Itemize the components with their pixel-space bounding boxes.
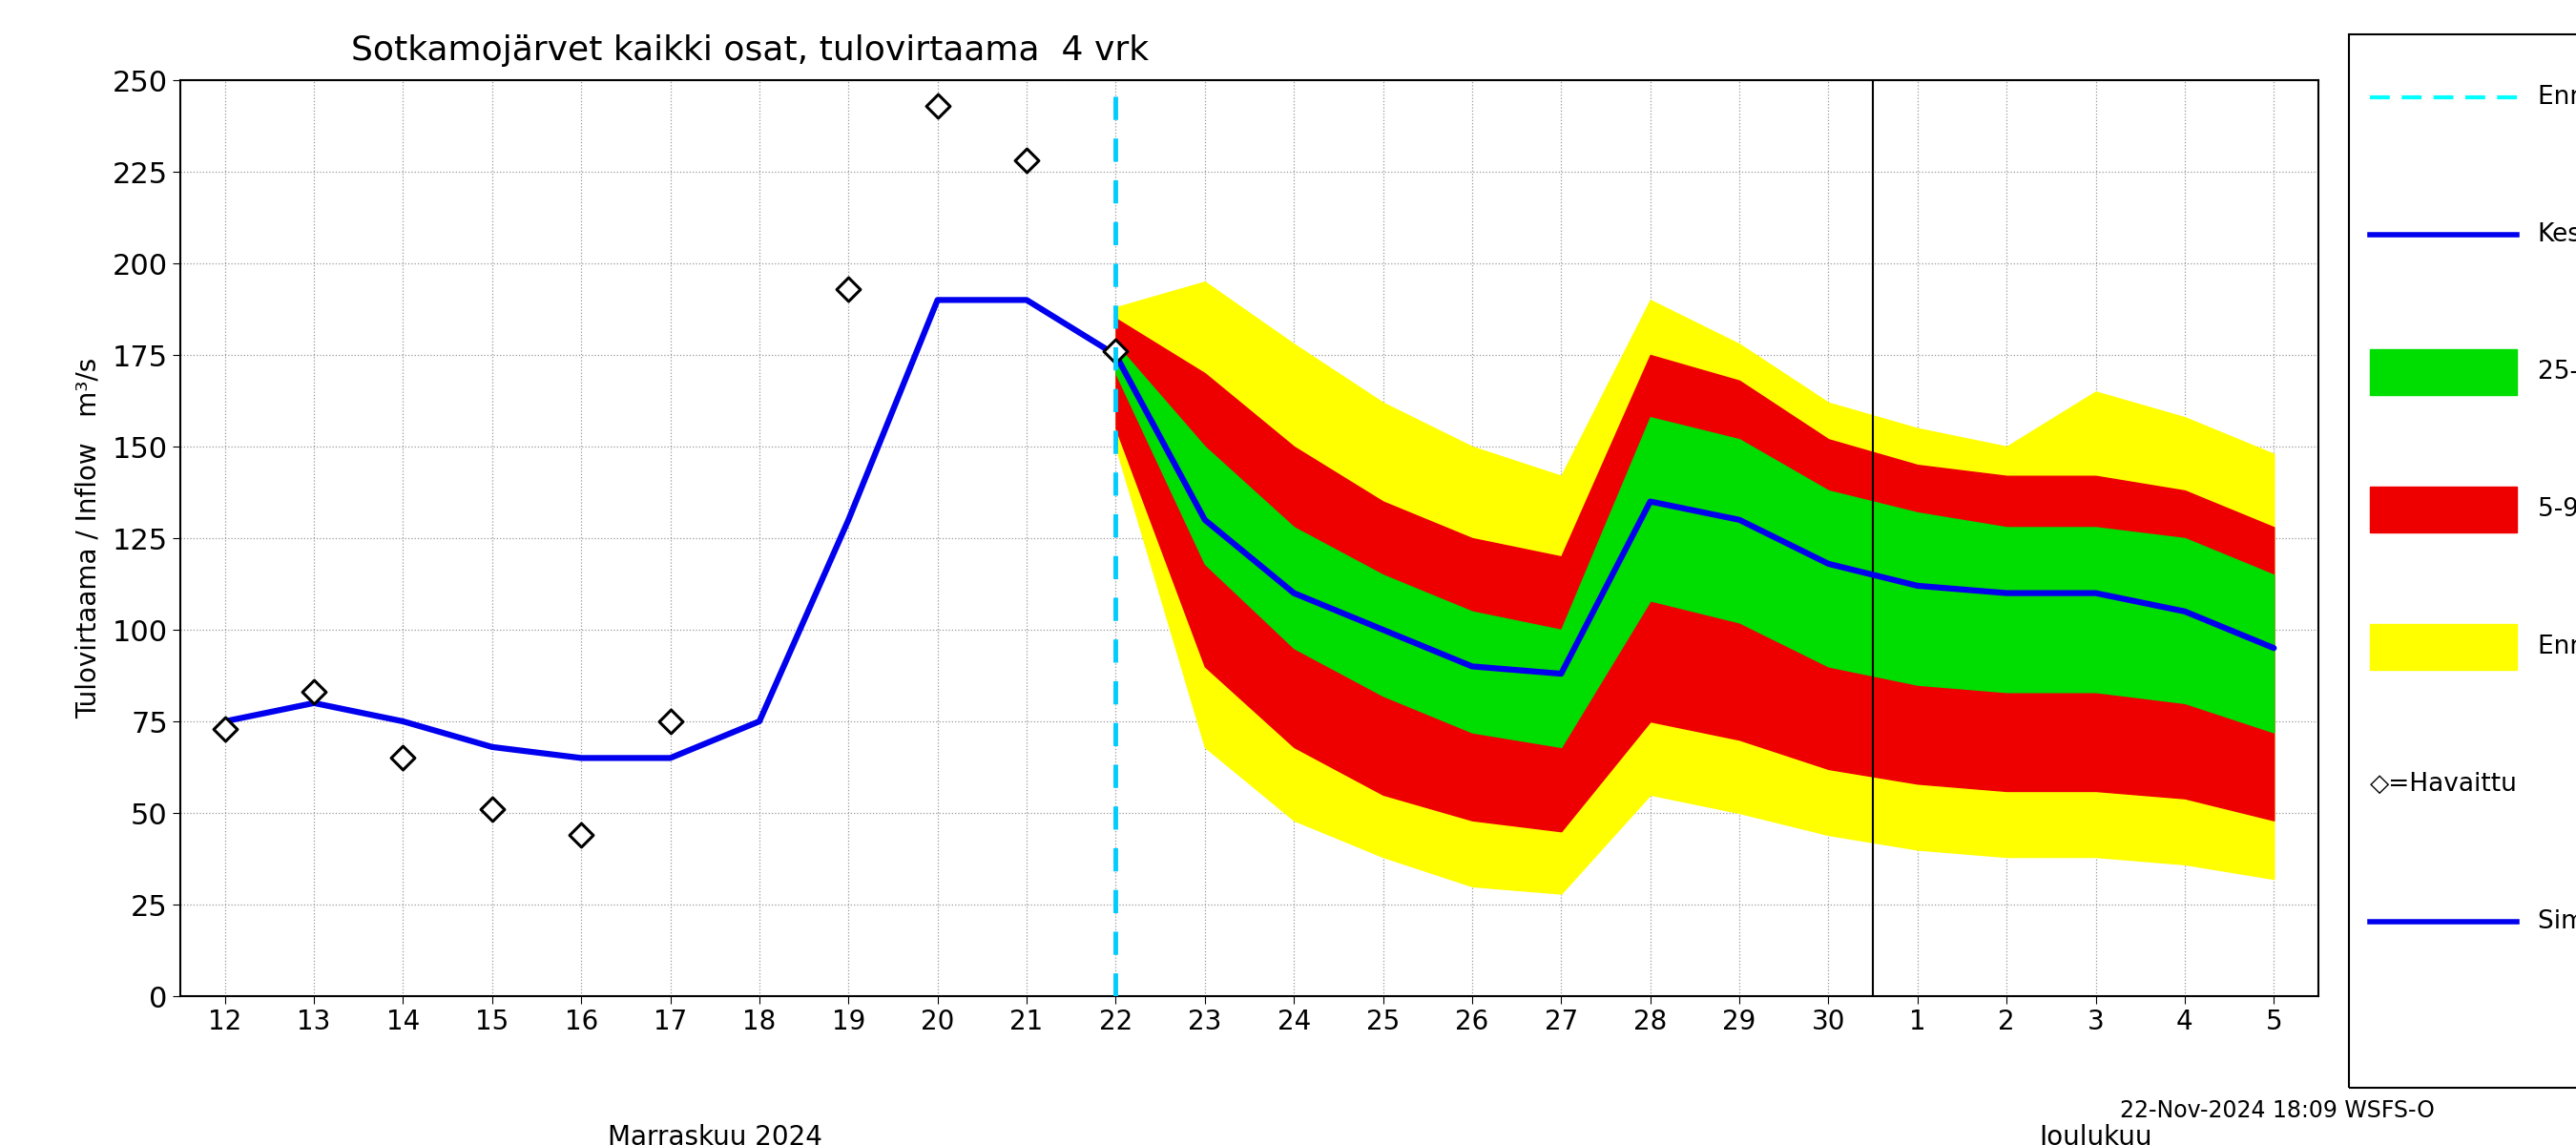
Point [827,279,868,298]
Point [649,712,690,731]
Text: 22-Nov-2024 18:09 WSFS-O: 22-Nov-2024 18:09 WSFS-O [2120,1099,2434,1122]
Text: Keskiennuste: Keskiennuste [2537,222,2576,247]
Text: ◇=Havaittu: ◇=Havaittu [2370,772,2517,797]
Point [1007,151,1048,169]
Point [204,719,245,737]
Text: Ennusteen vaihteluväli: Ennusteen vaihteluväli [2537,634,2576,660]
Text: 5-95% Vaihteluväli: 5-95% Vaihteluväli [2537,497,2576,522]
Point [917,96,958,115]
Text: Simuloitu historia: Simuloitu historia [2537,909,2576,934]
Text: Ennusteen alku: Ennusteen alku [2537,85,2576,110]
Point [294,682,335,701]
Point [562,826,603,844]
Y-axis label: Tulovirtaama / Inflow   m³/s: Tulovirtaama / Inflow m³/s [75,357,100,719]
Text: Sotkamojärvet kaikki osat, tulovirtaama  4 vrk: Sotkamojärvet kaikki osat, tulovirtaama … [350,34,1149,66]
Text: 25-75% Vaihteluväli: 25-75% Vaihteluväli [2537,360,2576,385]
Point [1095,342,1136,361]
Text: Marraskuu 2024
November: Marraskuu 2024 November [608,1124,822,1145]
Point [471,800,513,819]
Point [381,749,422,767]
Text: Joulukuu
December: Joulukuu December [2027,1124,2164,1145]
